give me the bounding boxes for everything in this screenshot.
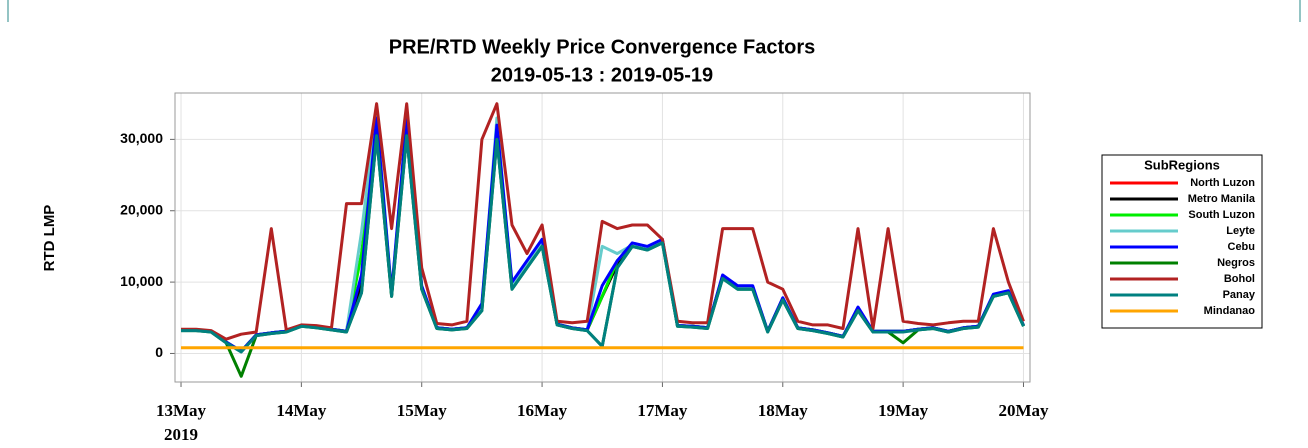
y-tick-label: 10,000 [120, 273, 163, 289]
series-line [181, 134, 1025, 354]
y-tick-label: 0 [155, 344, 163, 360]
x-tick-label: 19May [878, 401, 929, 420]
plot-frame [174, 92, 1031, 383]
legend-label: Panay [1223, 289, 1256, 301]
x-tick-label: 13May [156, 401, 207, 420]
legend-label: Negros [1217, 257, 1255, 269]
legend-label: Mindanao [1204, 305, 1256, 317]
x-tick-label: 15May [397, 401, 448, 420]
legend-label: North Luzon [1190, 177, 1255, 189]
x-tick-label: 16May [517, 401, 568, 420]
x-tick-label: 14May [276, 401, 327, 420]
legend-label: Metro Manila [1188, 193, 1256, 205]
x-tick-label: 20May [998, 401, 1049, 420]
legend-title: SubRegions [1144, 157, 1220, 172]
x-year-label: 2019 [164, 425, 198, 444]
chart-title: PRE/RTD Weekly Price Convergence Factors [389, 36, 815, 58]
series-line [181, 116, 1025, 353]
legend-label: Cebu [1228, 241, 1256, 253]
legend-label: Leyte [1226, 225, 1255, 237]
x-tick-label: 18May [758, 401, 809, 420]
y-axis-label: RTD LMP [41, 205, 58, 272]
chart-subtitle: 2019-05-13 : 2019-05-19 [491, 64, 713, 86]
legend-label: Bohol [1224, 273, 1255, 285]
x-tick-label: 17May [637, 401, 688, 420]
legend-label: South Luzon [1188, 209, 1255, 221]
series-line [181, 127, 1025, 353]
y-tick-label: 30,000 [120, 130, 163, 146]
y-tick-label: 20,000 [120, 201, 163, 217]
series-line [181, 123, 1025, 353]
series-line [181, 123, 1025, 353]
series-line [181, 102, 1025, 341]
